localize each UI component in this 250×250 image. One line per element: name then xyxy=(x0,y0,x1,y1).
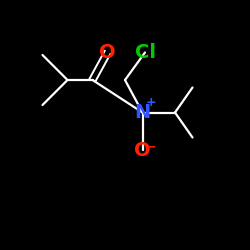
Text: O: O xyxy=(134,140,151,160)
Text: N: N xyxy=(134,103,150,122)
Text: −: − xyxy=(146,140,156,153)
Text: Cl: Cl xyxy=(134,43,156,62)
Text: O: O xyxy=(99,43,116,62)
Text: +: + xyxy=(146,96,156,110)
